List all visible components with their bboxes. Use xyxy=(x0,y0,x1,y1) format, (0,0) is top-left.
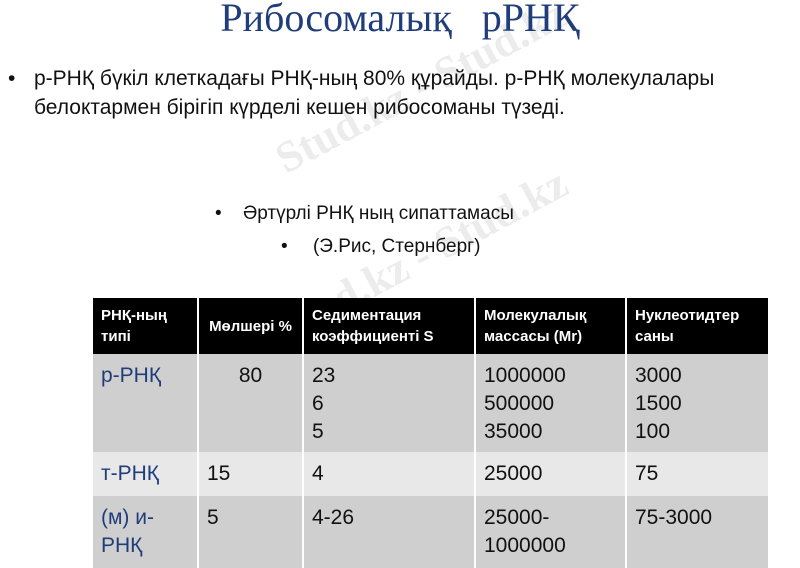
cell-mass: 1000000 500000 35000 xyxy=(475,354,627,452)
bullet: • xyxy=(281,236,288,257)
header-mass: Молекулалық массасы (Mr) xyxy=(475,298,627,354)
cell-nucleotides: 75-3000 xyxy=(626,496,770,568)
intro-paragraph: • р-РНҚ бүкіл клеткадағы РНҚ-ның 80% құр… xyxy=(8,64,798,122)
bullet: • xyxy=(8,67,16,90)
cell-sedimentation: 4-26 xyxy=(303,496,476,568)
cell-amount: 80 xyxy=(198,354,304,452)
header-amount: Мөлшері % xyxy=(198,298,304,354)
table-header-row: РНҚ-ның типі Мөлшері % Седиментация коэф… xyxy=(93,298,770,354)
cell-mass: 25000- 1000000 xyxy=(475,496,627,568)
rna-table: РНҚ-ның типі Мөлшері % Седиментация коэф… xyxy=(93,298,770,568)
table-row: т-РНҚ 15 4 25000 75 xyxy=(93,452,770,496)
table-row: р-РНҚ 80 23 6 5 1000000 500000 35000 300… xyxy=(93,354,770,452)
cell-amount: 15 xyxy=(198,452,304,496)
header-nucleotides: Нуклеотидтер саны xyxy=(626,298,770,354)
source-line: • (Э.Рис, Стернберг) xyxy=(281,236,480,258)
source-text: (Э.Рис, Стернберг) xyxy=(312,236,481,257)
paragraph-text: р-РНҚ бүкіл клеткадағы РНҚ-ның 80% құрай… xyxy=(34,67,715,119)
cell-type: т-РНҚ xyxy=(93,452,199,496)
subheading-text: Әртүрлі РНҚ ның сипаттамасы xyxy=(242,203,514,224)
cell-nucleotides: 75 xyxy=(626,452,770,496)
bullet: • xyxy=(215,203,222,224)
subheading: • Әртүрлі РНҚ ның сипаттамасы xyxy=(215,203,514,225)
cell-type: р-РНҚ xyxy=(93,354,199,452)
cell-amount: 5 xyxy=(198,496,304,568)
slide-title: Рибосомалық рРНҚ xyxy=(220,0,580,40)
header-type: РНҚ-ның типі xyxy=(93,298,199,354)
cell-nucleotides: 3000 1500 100 xyxy=(626,354,770,452)
header-sedimentation: Седиментация коэффициенті S xyxy=(303,298,476,354)
cell-type: (м) и-РНҚ xyxy=(93,496,199,568)
cell-sedimentation: 23 6 5 xyxy=(303,354,476,452)
table-row: (м) и-РНҚ 5 4-26 25000- 1000000 75-3000 xyxy=(93,496,770,568)
cell-sedimentation: 4 xyxy=(303,452,476,496)
cell-mass: 25000 xyxy=(475,452,627,496)
